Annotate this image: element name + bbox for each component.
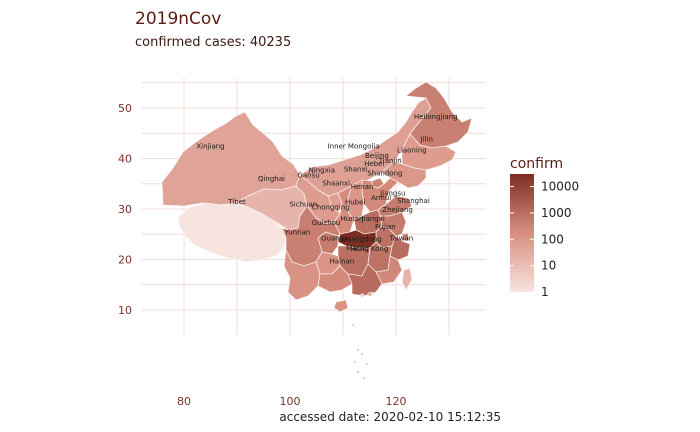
- legend-tick-label: 1000: [541, 206, 572, 220]
- y-tick-label: 40: [118, 153, 132, 166]
- y-tick-label: 30: [118, 203, 132, 216]
- legend-colorbar: [510, 174, 534, 292]
- province-heilongjiang: [404, 81, 473, 149]
- province-label-hunan: Hunan: [341, 215, 364, 223]
- province-label-liaoning: Liaoning: [397, 146, 427, 154]
- province-hebei: [361, 177, 399, 213]
- province-jilin: [401, 133, 457, 171]
- province-label-heilongjiang: Heilongjiang: [414, 113, 458, 121]
- province-hainan: [333, 299, 349, 313]
- province-label-xinjiang: Xinjiang: [196, 142, 224, 150]
- chart-subtitle: confirmed cases: 40235: [135, 35, 291, 50]
- legend-tick-label: 100: [541, 232, 564, 246]
- province-label-guizhou: Guizhou: [312, 219, 341, 227]
- legend-title: confirm: [510, 156, 563, 172]
- x-axis-ticks: 80 100 120: [177, 395, 407, 408]
- province-label-jiangsu: Jiangsu: [379, 189, 405, 197]
- province-label-henan: Henan: [351, 183, 374, 191]
- province-label-ningxia: Ningxia: [309, 167, 335, 175]
- province-label-jiangxi: Jiangxi: [361, 215, 385, 223]
- province-label-shanxi: Shanxi: [344, 166, 368, 174]
- chart-title: 2019nCov: [135, 9, 221, 29]
- legend-tick-label: 1: [541, 285, 549, 299]
- legend: confirm 10000 1000 100 10 1: [510, 156, 579, 299]
- province-label-jilin: Jilin: [420, 135, 433, 143]
- province-label-hainan: Hainan: [330, 258, 355, 266]
- province-label-fujian: Fujian: [375, 223, 396, 231]
- china-map: [161, 81, 473, 379]
- south-china-sea-islands: [352, 324, 368, 379]
- province-labels: Heilongjiang Jilin Liaoning Inner Mongolia X…: [196, 113, 457, 265]
- province-hong-kong: [367, 291, 373, 297]
- y-tick-label: 10: [118, 304, 132, 317]
- legend-tick-label: 10000: [541, 180, 579, 194]
- province-label-shanghai: Shanghai: [397, 197, 430, 205]
- province-yunnan: [283, 248, 321, 301]
- province-label-inner-mongolia: Inner Mongolia: [328, 142, 380, 150]
- province-label-anhui: Anhui: [371, 194, 391, 202]
- province-label-gansu: Gansu: [297, 172, 319, 180]
- province-label-taiwan: Taiwan: [388, 234, 413, 242]
- province-label-qinghai: Qinghai: [258, 175, 285, 183]
- province-label-shaanxi: Shaanxi: [322, 179, 350, 187]
- caption: accessed date: 2020-02-10 15:12:35: [279, 410, 501, 424]
- y-tick-label: 20: [118, 254, 132, 267]
- province-label-tibet: Tibet: [227, 198, 246, 206]
- y-axis-ticks: 50 40 30 20 10: [118, 102, 132, 317]
- province-label-guangdong: Guangdong: [341, 235, 382, 243]
- legend-tick-label: 10: [541, 259, 556, 273]
- y-tick-label: 50: [118, 102, 132, 115]
- province-label-beijing: Beijing: [365, 152, 389, 160]
- province-label-zhejiang: Zhejiang: [382, 206, 413, 214]
- x-tick-label: 80: [177, 395, 191, 408]
- province-taiwan: [401, 267, 413, 291]
- province-label-chongqing: Chongqing: [312, 204, 350, 212]
- province-liaoning: [381, 161, 427, 189]
- province-label-guangxi: Guangxi: [321, 234, 350, 242]
- province-label-hebei: Hebei: [364, 160, 384, 168]
- province-label-hong-kong: Hong Kong: [350, 245, 388, 253]
- legend-ticks: 10000 1000 100 10 1: [510, 180, 579, 299]
- province-fujian: [375, 255, 403, 285]
- province-label-yunnan: Yunnan: [284, 228, 311, 236]
- province-label-hubei: Hubei: [345, 198, 365, 206]
- province-label-sichuan: Sichuan: [289, 200, 317, 208]
- province-guangdong: [347, 263, 383, 297]
- province-shanghai: [401, 232, 410, 242]
- province-label-shandong: Shandong: [367, 170, 402, 178]
- province-tibet: [177, 202, 287, 263]
- x-tick-label: 100: [280, 395, 301, 408]
- province-label-macau: Macau: [346, 244, 369, 252]
- x-tick-label: 120: [386, 395, 407, 408]
- province-macau: [360, 293, 365, 298]
- province-label-tianjin: Tianjin: [378, 157, 402, 165]
